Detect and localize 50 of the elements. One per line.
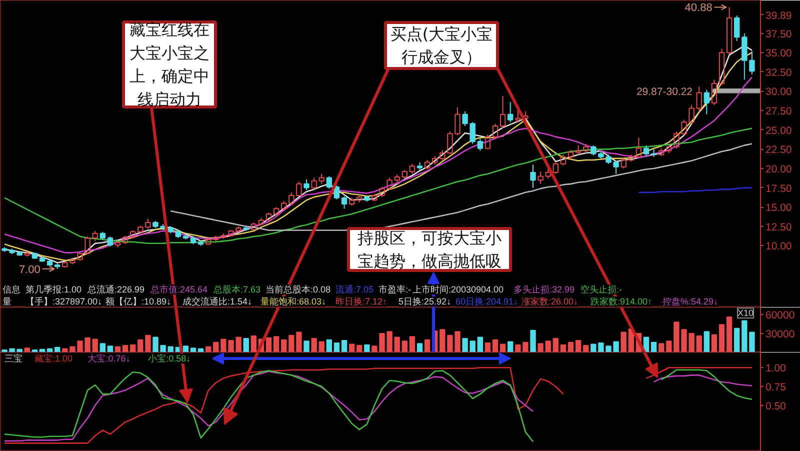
annotation: 7.00: [18, 264, 40, 276]
y-tick-label: 12.50: [766, 221, 792, 234]
y-tick-label: 60000: [766, 309, 795, 322]
y-tick-label: 30000: [766, 328, 795, 340]
annotation: 总流通:226.99: [86, 284, 145, 294]
annotation: 量: [2, 296, 12, 306]
annotation: 量能饱和:68.03↓: [260, 296, 326, 306]
annotation: 成交流通比:1.54↓: [182, 296, 252, 306]
y-tick-label: 1.00: [766, 362, 786, 375]
annotation: 市盈率:-: [378, 284, 411, 294]
y-tick-label: 17.50: [766, 182, 792, 195]
annotation: 空头止损:-: [580, 284, 622, 294]
y-tick-label: 32.50: [766, 66, 792, 79]
annotation: 额【亿】:10.89↓: [106, 296, 172, 306]
y-tick-label: 30.00: [766, 86, 792, 98]
annotation: 【手】:327897.00↓: [26, 296, 102, 306]
annotation: 控盘%:54.29↓: [662, 296, 718, 306]
annotation: 5日换:25.92↓: [398, 296, 452, 306]
annotation: 跌家数:914.00↑: [590, 296, 652, 306]
y-tick-label: 25.00: [766, 124, 792, 137]
annotation: 多头止损:32.99: [514, 284, 575, 294]
annotation: 总股本:7.63: [212, 284, 261, 294]
y-tick-label: 35.00: [766, 48, 792, 60]
annotation: 当前总股本:0.08: [266, 284, 331, 294]
y-tick-label: 22.50: [766, 144, 792, 156]
annotation: 流通:7.05: [336, 284, 374, 294]
chart-title: 三宝: [4, 354, 22, 364]
y-tick-label: 20.00: [766, 163, 792, 176]
annotation: 持股区，可按大宝小宝趋势，做高抛低吸: [358, 228, 502, 271]
annotation: 藏宝红线在大宝小宝之上，确定中线启动力: [130, 20, 210, 109]
text: 藏宝:1.00: [34, 354, 73, 364]
band-label: 29.87-30.22: [636, 86, 693, 98]
text: 大宝:0.76↓: [88, 354, 130, 364]
series-label: 小宝:0.58↓: [148, 354, 191, 364]
annotation: 第几季报:1.00: [26, 284, 82, 294]
annotation: 40.88: [684, 2, 712, 14]
y-tick-label: 10.00: [766, 240, 792, 253]
annotation: 总市值:245.64: [150, 284, 208, 294]
y-tick-label: 0.75: [766, 382, 786, 394]
y-tick-label: 0.50: [766, 400, 786, 412]
y-tick-label: 27.50: [766, 106, 792, 118]
annotation: 信息: [2, 284, 20, 294]
annotation: 昨日换:7.12↑: [336, 296, 388, 306]
annotation: 60日换:204.91↓: [456, 296, 518, 306]
annotation: 买点(大宝小宝行成金叉）: [390, 24, 493, 67]
annotation: 上市时间:20030904.00: [412, 284, 504, 294]
y-tick-label: 39.89: [766, 10, 792, 22]
y-tick-label: 15.00: [766, 202, 792, 214]
annotation: 涨家数:26.00↓: [522, 296, 578, 306]
y-tick-label: 37.50: [766, 28, 792, 40]
